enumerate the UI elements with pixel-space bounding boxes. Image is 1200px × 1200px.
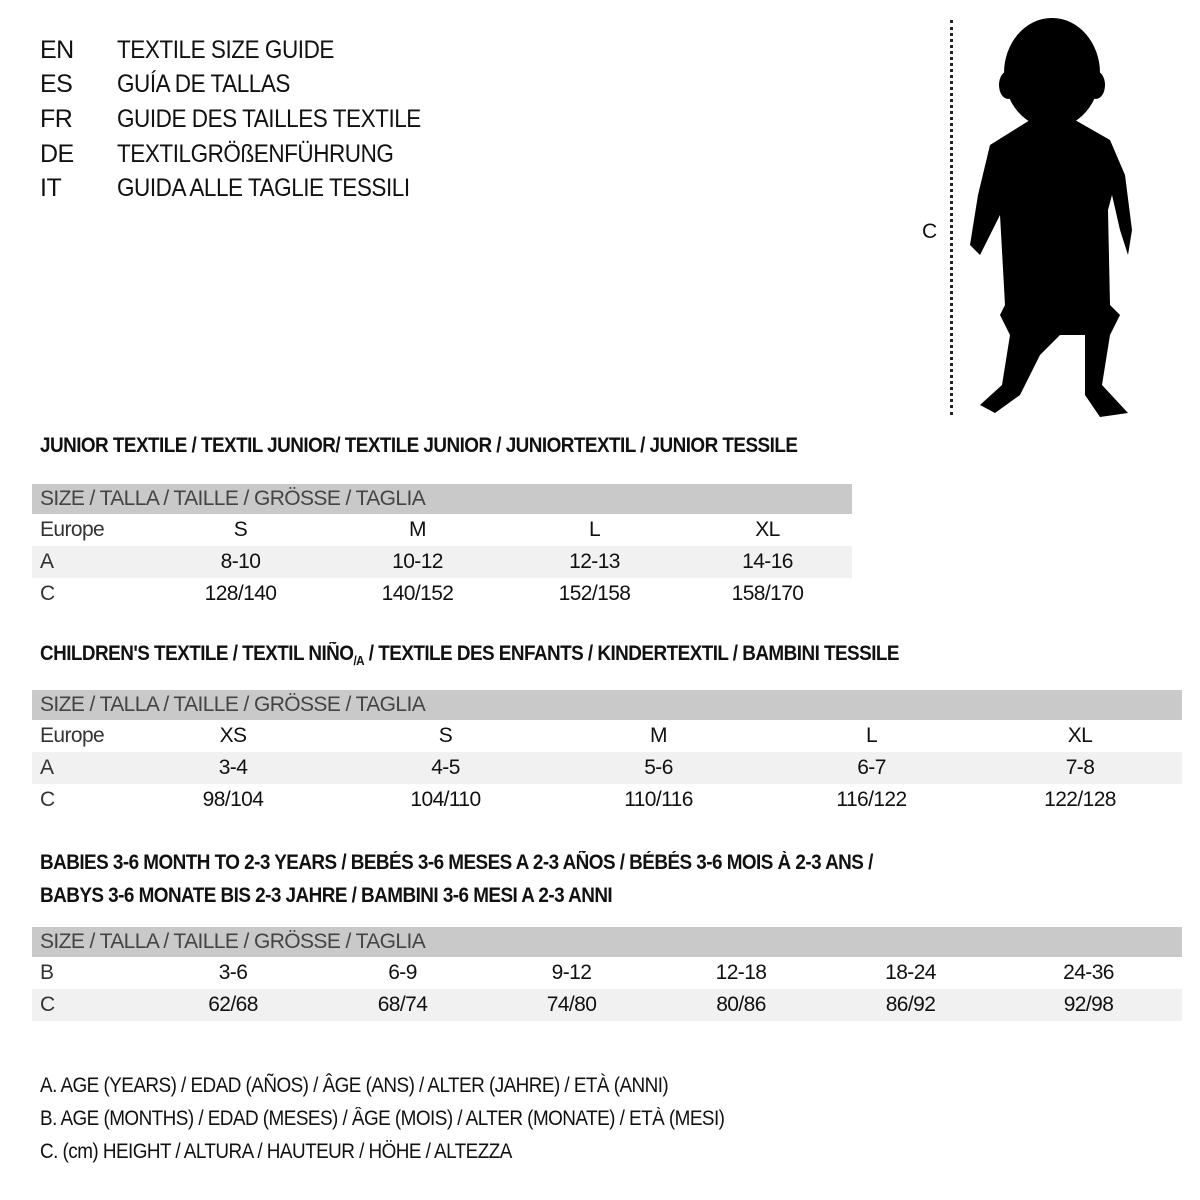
cell: 18-24 bbox=[885, 961, 936, 984]
row-label: C bbox=[40, 788, 55, 811]
cell: 110/116 bbox=[624, 788, 693, 811]
title-part: CHILDREN'S TEXTILE / TEXTIL NIÑO bbox=[40, 642, 354, 665]
row-label: C bbox=[32, 989, 148, 1021]
cell: 14-16 bbox=[683, 546, 852, 578]
guide-title: TEXTILE SIZE GUIDE bbox=[117, 36, 334, 64]
cell: L bbox=[588, 518, 601, 541]
table-row: C 128/140 140/152 152/158 158/170 bbox=[32, 578, 852, 610]
cell: S bbox=[233, 518, 248, 541]
cell: 152/158 bbox=[558, 582, 631, 605]
cell: 6-7 bbox=[765, 752, 978, 784]
size-header: SIZE / TALLA / TAILLE / GRÖSSE / TAGLIA bbox=[32, 927, 1182, 957]
junior-size-table: SIZE / TALLA / TAILLE / GRÖSSE / TAGLIA … bbox=[32, 484, 852, 610]
legend-c: C. (cm) HEIGHT / ALTURA / HAUTEUR / HÖHE… bbox=[40, 1140, 512, 1163]
cell: 8-10 bbox=[152, 546, 329, 578]
guide-title: GUIDE DES TAILLES TEXTILE bbox=[117, 105, 421, 133]
row-label: Europe bbox=[40, 724, 105, 747]
cell: 24-36 bbox=[1063, 961, 1114, 984]
cell: 9-12 bbox=[551, 961, 592, 984]
size-header: SIZE / TALLA / TAILLE / GRÖSSE / TAGLIA bbox=[32, 484, 852, 514]
measure-label: C bbox=[922, 220, 938, 243]
table-row: A 3-4 4-5 5-6 6-7 7-8 bbox=[32, 752, 1182, 784]
title-subscript: /A bbox=[353, 653, 365, 669]
title-part: / TEXTILE DES ENFANTS / KINDERTEXTIL / B… bbox=[364, 642, 900, 665]
legend-a: A. AGE (YEARS) / EDAD (AÑOS) / ÂGE (ANS)… bbox=[40, 1074, 669, 1097]
child-silhouette-icon bbox=[970, 18, 1132, 417]
table-row: C 62/68 68/74 74/80 80/86 86/92 92/98 bbox=[32, 989, 1182, 1021]
cell: 128/140 bbox=[204, 582, 277, 605]
cell: M bbox=[409, 518, 427, 541]
cell: 7-8 bbox=[978, 752, 1182, 784]
cell: 3-4 bbox=[127, 752, 339, 784]
row-label: C bbox=[40, 582, 55, 605]
table-row: A 8-10 10-12 12-13 14-16 bbox=[32, 546, 852, 578]
cell: 3-6 bbox=[218, 961, 248, 984]
cell: 122/128 bbox=[1044, 788, 1116, 811]
cell: 62/68 bbox=[148, 989, 318, 1021]
table-row: C 98/104 104/110 110/116 116/122 122/128 bbox=[32, 784, 1182, 816]
cell: 104/110 bbox=[410, 788, 481, 811]
cell: S bbox=[438, 724, 453, 747]
cell: 12-13 bbox=[506, 546, 683, 578]
row-label: A bbox=[32, 546, 152, 578]
cell: 74/80 bbox=[487, 989, 656, 1021]
table-row: Europe S M L XL bbox=[32, 514, 852, 546]
lang-code: ES bbox=[40, 70, 73, 98]
cell: 80/86 bbox=[656, 989, 826, 1021]
children-section-title: CHILDREN'S TEXTILE / TEXTIL NIÑO/A / TEX… bbox=[40, 642, 900, 669]
cell: XL bbox=[1067, 724, 1093, 747]
lang-code: DE bbox=[40, 140, 74, 168]
cell: 10-12 bbox=[329, 546, 506, 578]
lang-code: FR bbox=[40, 105, 73, 133]
guide-title: GUIDA ALLE TAGLIE TESSILI bbox=[117, 174, 410, 202]
babies-size-table: SIZE / TALLA / TAILLE / GRÖSSE / TAGLIA … bbox=[32, 927, 1182, 1021]
lang-code: EN bbox=[40, 36, 74, 64]
row-label: Europe bbox=[40, 518, 105, 541]
cell: M bbox=[650, 724, 668, 747]
cell: XL bbox=[755, 518, 780, 541]
guide-title: GUÍA DE TALLAS bbox=[117, 70, 290, 98]
size-header: SIZE / TALLA / TAILLE / GRÖSSE / TAGLIA bbox=[32, 690, 1182, 720]
guide-title: TEXTILGRÖßENFÜHRUNG bbox=[117, 140, 394, 168]
cell: 12-18 bbox=[715, 961, 767, 984]
table-row: B 3-6 6-9 9-12 12-18 18-24 24-36 bbox=[32, 957, 1182, 989]
cell: 4-5 bbox=[339, 752, 552, 784]
cell: 158/170 bbox=[731, 582, 804, 605]
legend-b: B. AGE (MONTHS) / EDAD (MESES) / ÂGE (MO… bbox=[40, 1107, 725, 1130]
babies-section-title-line1: BABIES 3-6 MONTH TO 2-3 YEARS / BEBÉS 3-… bbox=[40, 851, 873, 874]
cell: 5-6 bbox=[552, 752, 765, 784]
cell: 86/92 bbox=[826, 989, 995, 1021]
cell: 6-9 bbox=[388, 961, 417, 984]
row-label: B bbox=[40, 961, 54, 984]
row-label: A bbox=[32, 752, 127, 784]
cell: L bbox=[865, 724, 878, 747]
children-size-table: SIZE / TALLA / TAILLE / GRÖSSE / TAGLIA … bbox=[32, 690, 1182, 816]
lang-code: IT bbox=[40, 174, 62, 202]
height-measure-line bbox=[950, 20, 953, 415]
cell: 68/74 bbox=[318, 989, 487, 1021]
cell: 92/98 bbox=[995, 989, 1182, 1021]
cell: 140/152 bbox=[381, 582, 454, 605]
cell: 98/104 bbox=[202, 788, 264, 811]
cell: XS bbox=[219, 724, 247, 747]
table-row: Europe XS S M L XL bbox=[32, 720, 1182, 752]
babies-section-title-line2: BABYS 3-6 MONATE BIS 2-3 JAHRE / BAMBINI… bbox=[40, 884, 613, 907]
cell: 116/122 bbox=[836, 788, 907, 811]
junior-section-title: JUNIOR TEXTILE / TEXTIL JUNIOR/ TEXTILE … bbox=[40, 434, 798, 457]
